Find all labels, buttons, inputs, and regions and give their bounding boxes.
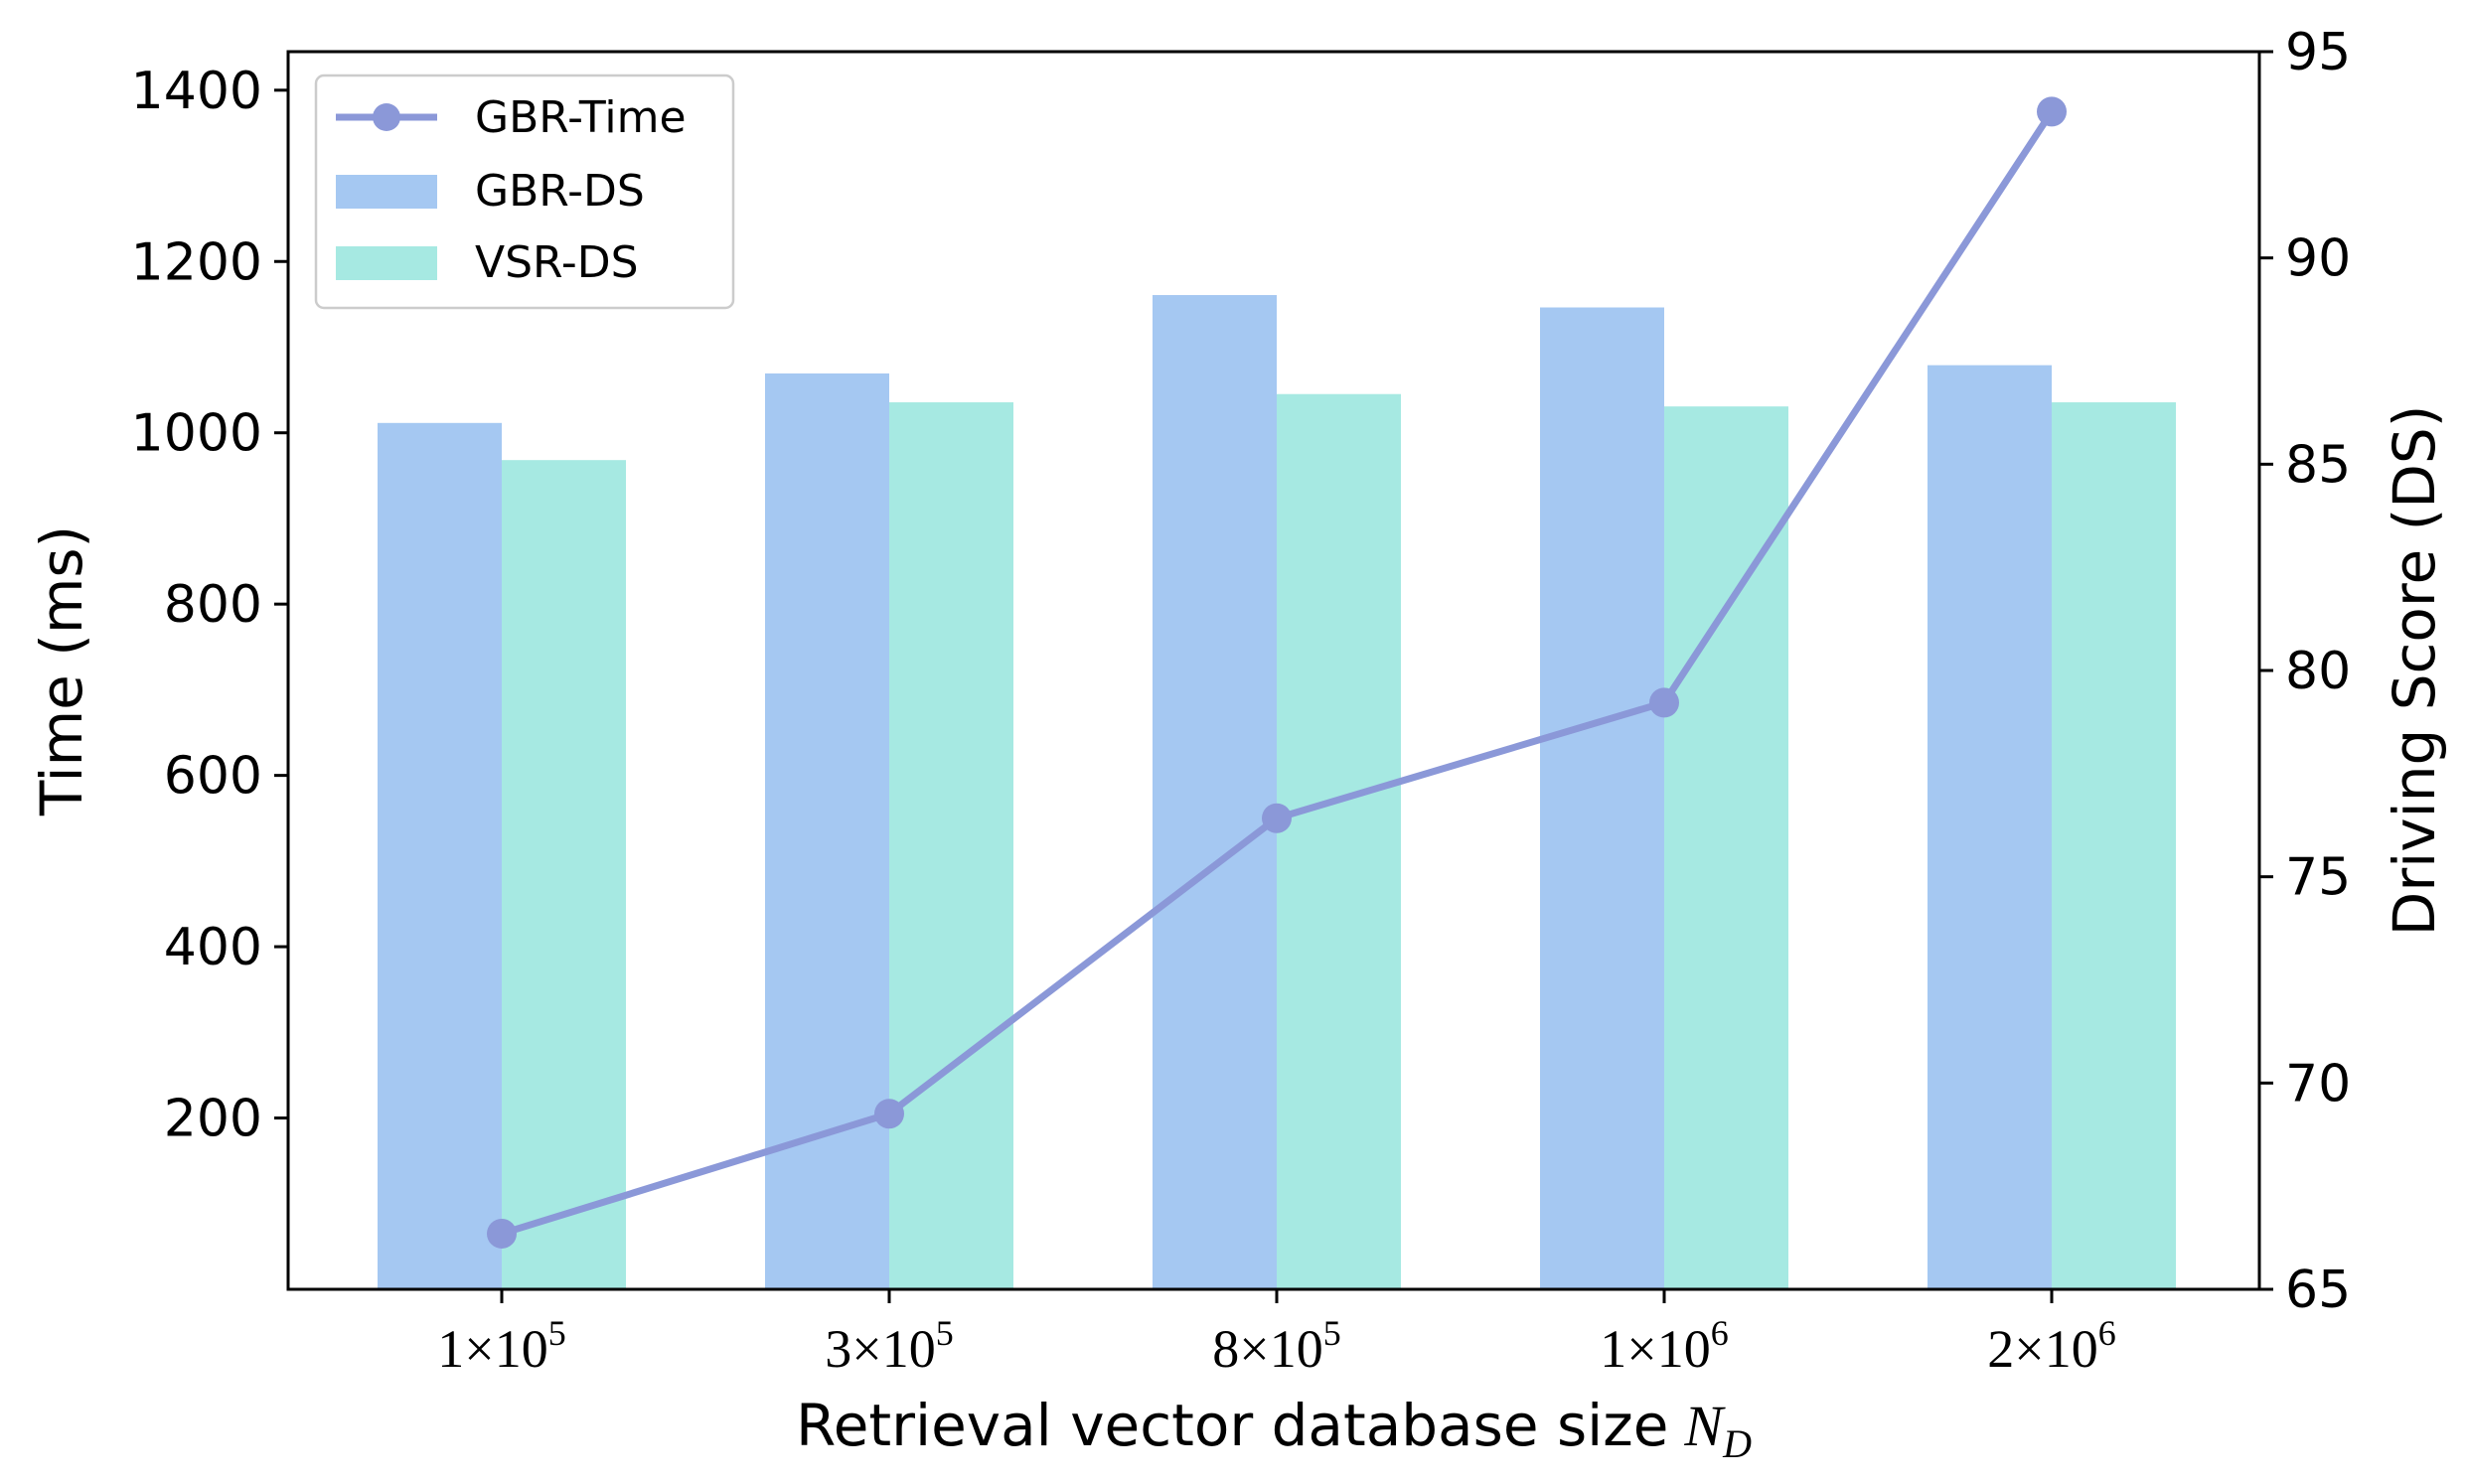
bar-gbr-ds	[1153, 295, 1277, 1290]
x-tick-label: 3×105	[825, 1313, 953, 1379]
right-tick-label: 65	[2285, 1261, 2351, 1320]
bar-vsr-ds	[889, 402, 1013, 1289]
x-tick-label: 8×105	[1212, 1313, 1340, 1379]
point-gbr-time	[874, 1099, 904, 1129]
point-gbr-time	[1262, 803, 1292, 833]
legend: GBR-Time GBR-DS VSR-DS	[314, 74, 735, 310]
x-axis-title-sub: D	[1722, 1421, 1752, 1466]
bar-gbr-ds	[1540, 307, 1664, 1289]
right-axis-title: Driving Score (DS)	[2381, 405, 2448, 937]
right-axis: 65 70 75 80 85 90 95	[2259, 23, 2351, 1320]
x-tick-label: 1×105	[437, 1313, 565, 1379]
point-gbr-time	[487, 1218, 517, 1249]
right-tick-label: 75	[2285, 848, 2351, 908]
bar-vsr-ds	[1277, 393, 1401, 1289]
right-tick-label: 95	[2285, 23, 2351, 82]
point-gbr-time	[2037, 96, 2067, 127]
legend-label-gbr-time: GBR-Time	[475, 92, 687, 143]
x-axis: 1×105 3×105 8×105 1×106 2×106	[437, 1289, 2116, 1379]
legend-swatch-vsr-ds	[336, 246, 437, 280]
right-tick-label: 80	[2285, 642, 2351, 701]
legend-marker-gbr-time	[373, 103, 400, 131]
left-tick-label: 1400	[131, 62, 262, 121]
left-tick-label: 200	[164, 1090, 262, 1149]
bar-vsr-ds	[502, 460, 626, 1289]
left-tick-label: 1200	[131, 232, 262, 292]
x-axis-title: Retrieval vector database size ND	[796, 1392, 1752, 1466]
bars-layer	[378, 295, 2176, 1290]
right-tick-label: 90	[2285, 229, 2351, 289]
left-axis: 200 400 600 800 1000 1200 1400	[131, 62, 288, 1149]
legend-swatch-gbr-ds	[336, 175, 437, 209]
legend-label-vsr-ds: VSR-DS	[475, 237, 639, 288]
left-tick-label: 600	[164, 747, 262, 807]
x-axis-title-math: N	[1683, 1394, 1726, 1458]
right-tick-label: 85	[2285, 435, 2351, 495]
left-tick-label: 800	[164, 575, 262, 635]
line-layer	[487, 96, 2067, 1249]
x-tick-label: 2×106	[1987, 1313, 2115, 1379]
bar-vsr-ds	[2052, 402, 2176, 1289]
bar-vsr-ds	[1664, 406, 1788, 1290]
point-gbr-time	[1649, 687, 1679, 718]
x-axis-title-text: Retrieval vector database size	[796, 1392, 1668, 1459]
left-tick-label: 400	[164, 918, 262, 977]
left-axis-title: Time (ms)	[28, 525, 95, 816]
right-tick-label: 70	[2285, 1054, 2351, 1113]
legend-label-gbr-ds: GBR-DS	[475, 166, 645, 217]
bar-gbr-ds	[1928, 365, 2052, 1289]
bar-gbr-ds	[378, 422, 502, 1289]
bar-gbr-ds	[765, 372, 889, 1290]
left-tick-label: 1000	[131, 404, 262, 464]
x-tick-label: 1×106	[1600, 1313, 1728, 1379]
